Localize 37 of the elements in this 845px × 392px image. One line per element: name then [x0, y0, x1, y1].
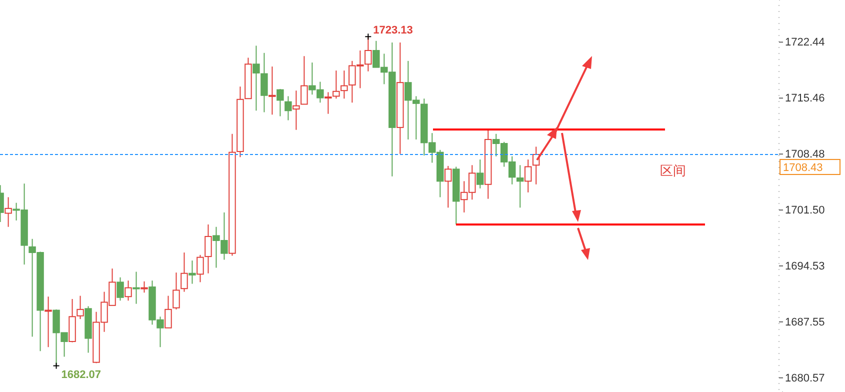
y-tick-label: 1687.55 [785, 316, 825, 328]
ref-line-label: 1708.43 [783, 162, 823, 174]
candlestick [44, 296, 52, 348]
candlestick [172, 272, 180, 310]
candlestick [292, 90, 300, 130]
candlestick [260, 52, 268, 113]
y-tick-label: 1715.46 [785, 92, 825, 105]
y-tick-label: 1708.48 [785, 148, 825, 161]
annotation: 1723.13 [373, 24, 413, 37]
candlestick [140, 280, 148, 294]
candlestick [444, 165, 452, 208]
y-tick-label: 1722.44 [785, 36, 825, 49]
candlestick [332, 70, 340, 100]
annotation: 区间 [660, 163, 686, 178]
candlestick [4, 196, 12, 228]
candlestick [476, 159, 484, 189]
y-tick-label: 1680.57 [785, 372, 825, 384]
candlestick [124, 280, 132, 302]
candlestick [284, 96, 292, 121]
candlestick [204, 224, 212, 274]
candlestick [132, 271, 140, 304]
candlestick [164, 295, 172, 328]
candlestick [324, 92, 332, 114]
y-tick-label: 1701.50 [785, 204, 825, 217]
candlestick [196, 254, 204, 283]
candlestick [300, 56, 308, 105]
candlestick [188, 260, 196, 284]
candlestick [276, 88, 284, 117]
candlestick [516, 164, 524, 208]
candlestick [268, 66, 276, 116]
candlestick [340, 70, 348, 100]
annotation: 1682.07 [61, 368, 102, 381]
candlestick [180, 252, 188, 292]
candlestick [524, 159, 532, 193]
y-tick-label: 1694.53 [785, 260, 825, 272]
candlestick [252, 45, 260, 112]
candlestick [116, 276, 124, 302]
